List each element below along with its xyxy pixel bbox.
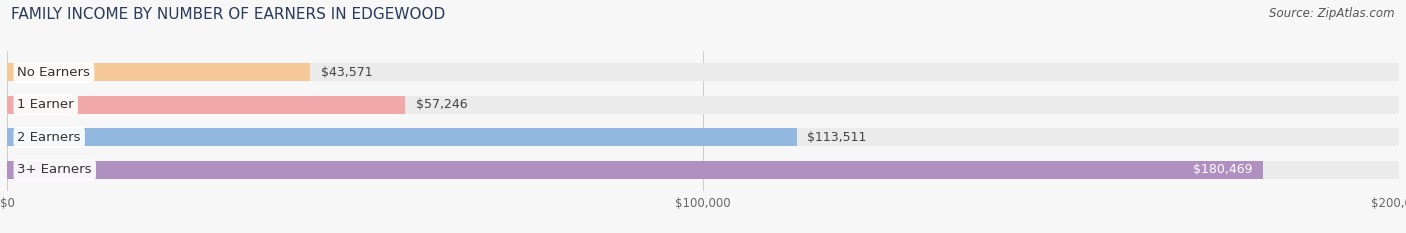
Text: 3+ Earners: 3+ Earners: [17, 163, 91, 176]
Text: $57,246: $57,246: [416, 98, 468, 111]
Text: No Earners: No Earners: [17, 66, 90, 79]
Text: FAMILY INCOME BY NUMBER OF EARNERS IN EDGEWOOD: FAMILY INCOME BY NUMBER OF EARNERS IN ED…: [11, 7, 446, 22]
Text: 2 Earners: 2 Earners: [17, 131, 82, 144]
Bar: [7, 63, 311, 81]
Bar: [7, 161, 1399, 179]
Text: $113,511: $113,511: [807, 131, 868, 144]
Bar: [7, 96, 1399, 114]
Text: 1 Earner: 1 Earner: [17, 98, 75, 111]
Bar: [7, 63, 1399, 81]
Bar: [7, 128, 1399, 146]
Text: $180,469: $180,469: [1194, 163, 1253, 176]
Text: Source: ZipAtlas.com: Source: ZipAtlas.com: [1270, 7, 1395, 20]
Bar: [7, 96, 405, 114]
Bar: [7, 161, 1263, 179]
Bar: [7, 128, 797, 146]
Text: $43,571: $43,571: [321, 66, 373, 79]
